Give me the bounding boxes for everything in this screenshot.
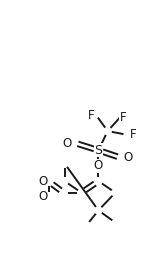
Text: O: O [38, 190, 48, 203]
Text: O: O [124, 151, 133, 164]
Text: O: O [94, 159, 103, 172]
Text: S: S [94, 144, 102, 157]
Text: F: F [120, 111, 126, 124]
Text: O: O [38, 175, 48, 188]
Text: O: O [62, 137, 71, 150]
Text: F: F [130, 128, 136, 141]
Text: F: F [87, 109, 94, 122]
